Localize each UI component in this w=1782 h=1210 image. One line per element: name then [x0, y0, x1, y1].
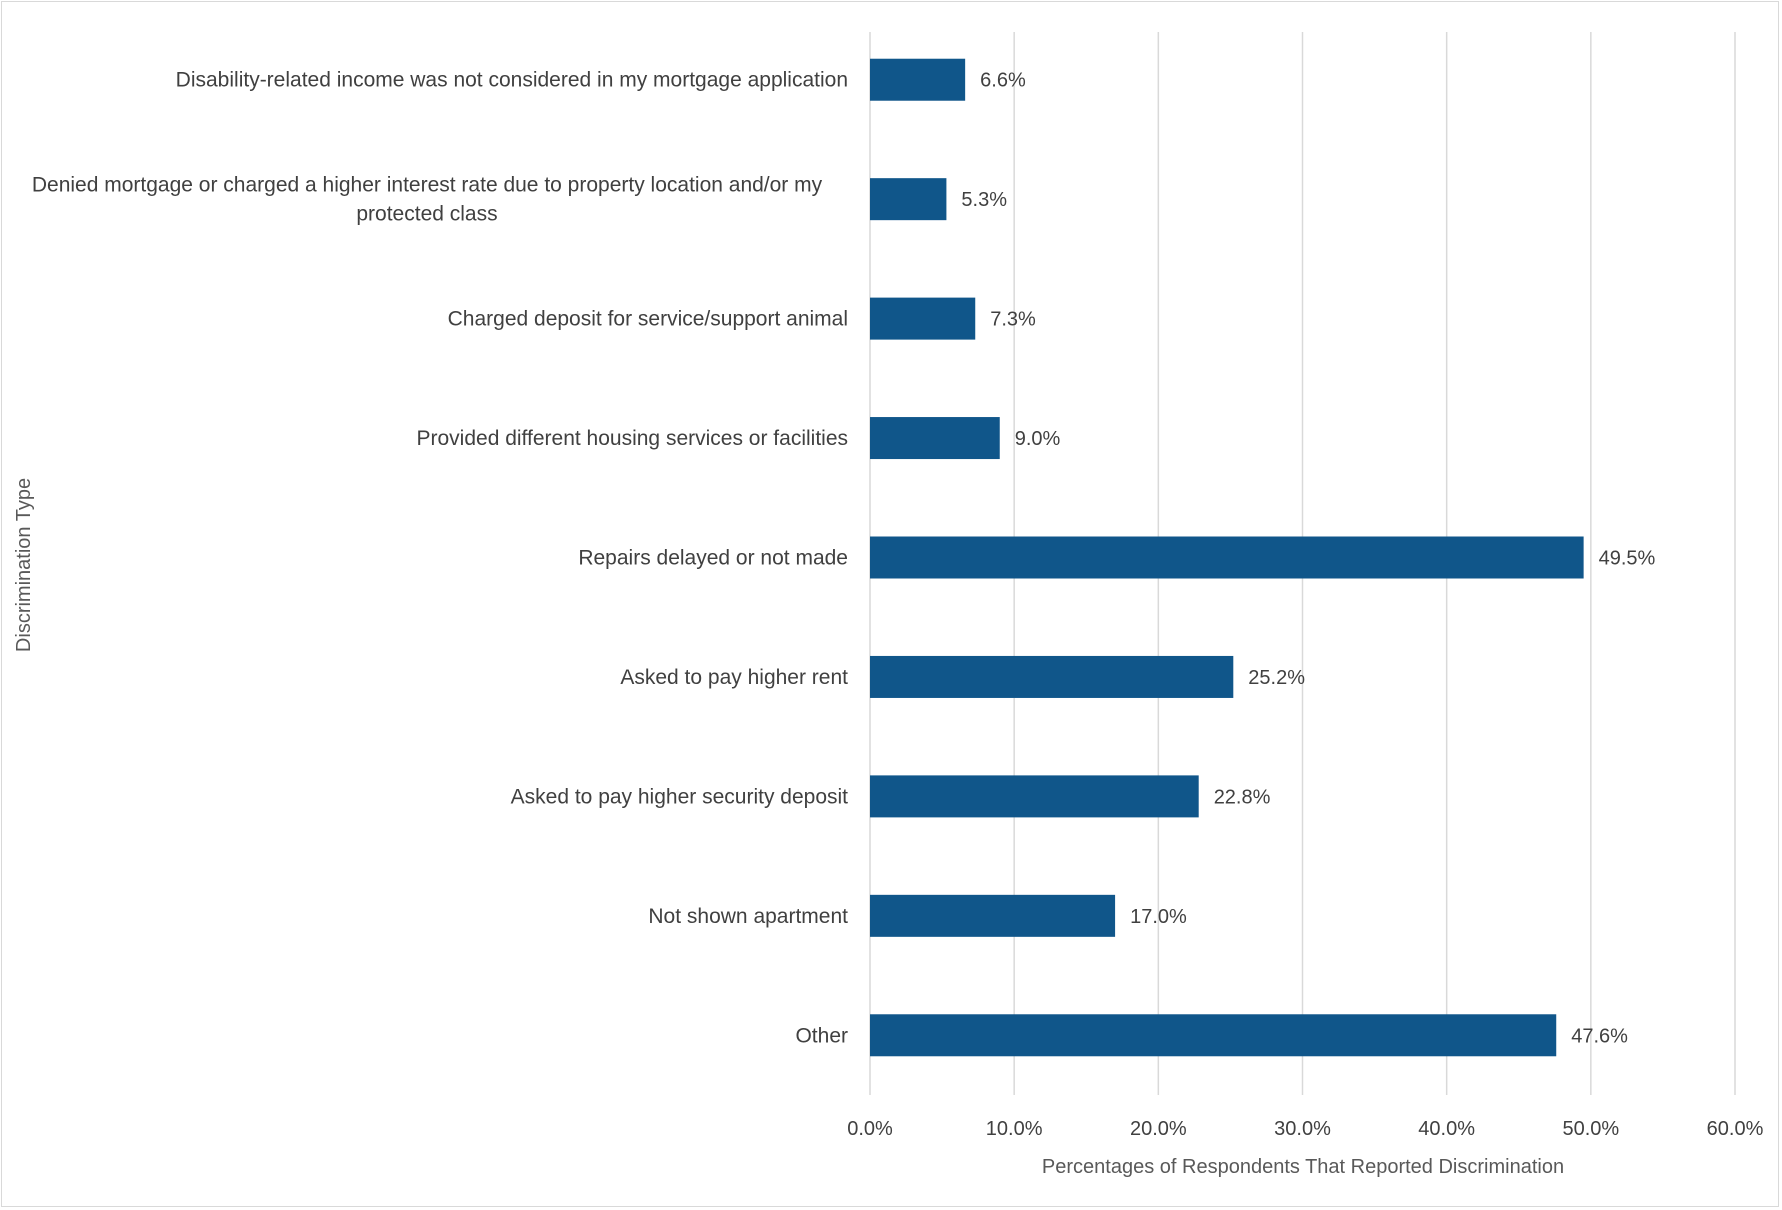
bar [870, 417, 1000, 460]
category-label: Other [795, 1024, 848, 1047]
bar-value-label: 25.2% [1248, 667, 1305, 689]
x-tick-label: 20.0% [1130, 1118, 1187, 1140]
bar [870, 536, 1584, 579]
x-tick-label: 50.0% [1562, 1118, 1619, 1140]
bar [870, 297, 976, 340]
category-label: Charged deposit for service/support anim… [448, 308, 848, 331]
y-axis-title: Discrimination Type [13, 478, 35, 652]
category-label: Repairs delayed or not made [578, 547, 848, 570]
category-label: Denied mortgage or charged a higher inte… [32, 174, 823, 226]
x-tick-label: 60.0% [1707, 1118, 1764, 1140]
category-label: Not shown apartment [648, 905, 848, 928]
bar-value-label: 9.0% [1015, 428, 1061, 450]
category-label: Asked to pay higher rent [620, 666, 848, 689]
bar-value-label: 7.3% [990, 309, 1036, 331]
x-tick-label: 0.0% [847, 1118, 893, 1140]
x-tick-label: 10.0% [986, 1118, 1043, 1140]
category-label: Provided different housing services or f… [417, 427, 849, 450]
data-labels: 6.6% 5.3% 7.3% 9.0% 49.5% 25.2% 22.8% 17.0% 47.6… [961, 70, 1655, 1048]
category-label: Disability-related income was not consid… [176, 69, 848, 92]
x-tick-label: 40.0% [1418, 1118, 1475, 1140]
bar [870, 1014, 1557, 1057]
category-labels: Disability-related income was not consid… [32, 69, 848, 1048]
bar-value-label: 49.5% [1599, 548, 1656, 570]
x-axis-title: Percentages of Respondents That Reported… [1042, 1156, 1564, 1178]
bar-value-label: 6.6% [980, 70, 1026, 92]
bar [870, 894, 1116, 937]
x-tick-labels: 0.0% 10.0% 20.0% 30.0% 40.0% 50.0% 60.0% [847, 1118, 1763, 1140]
bar [870, 58, 966, 101]
bar-value-label: 5.3% [961, 189, 1007, 211]
bar [870, 178, 947, 221]
bars [870, 58, 1584, 1057]
bar [870, 655, 1234, 698]
bar-value-label: 47.6% [1571, 1025, 1628, 1047]
bar [870, 775, 1199, 818]
x-tick-label: 30.0% [1274, 1118, 1331, 1140]
category-label: Asked to pay higher security deposit [511, 785, 849, 808]
bar-value-label: 22.8% [1214, 786, 1271, 808]
bar-value-label: 17.0% [1130, 906, 1187, 928]
